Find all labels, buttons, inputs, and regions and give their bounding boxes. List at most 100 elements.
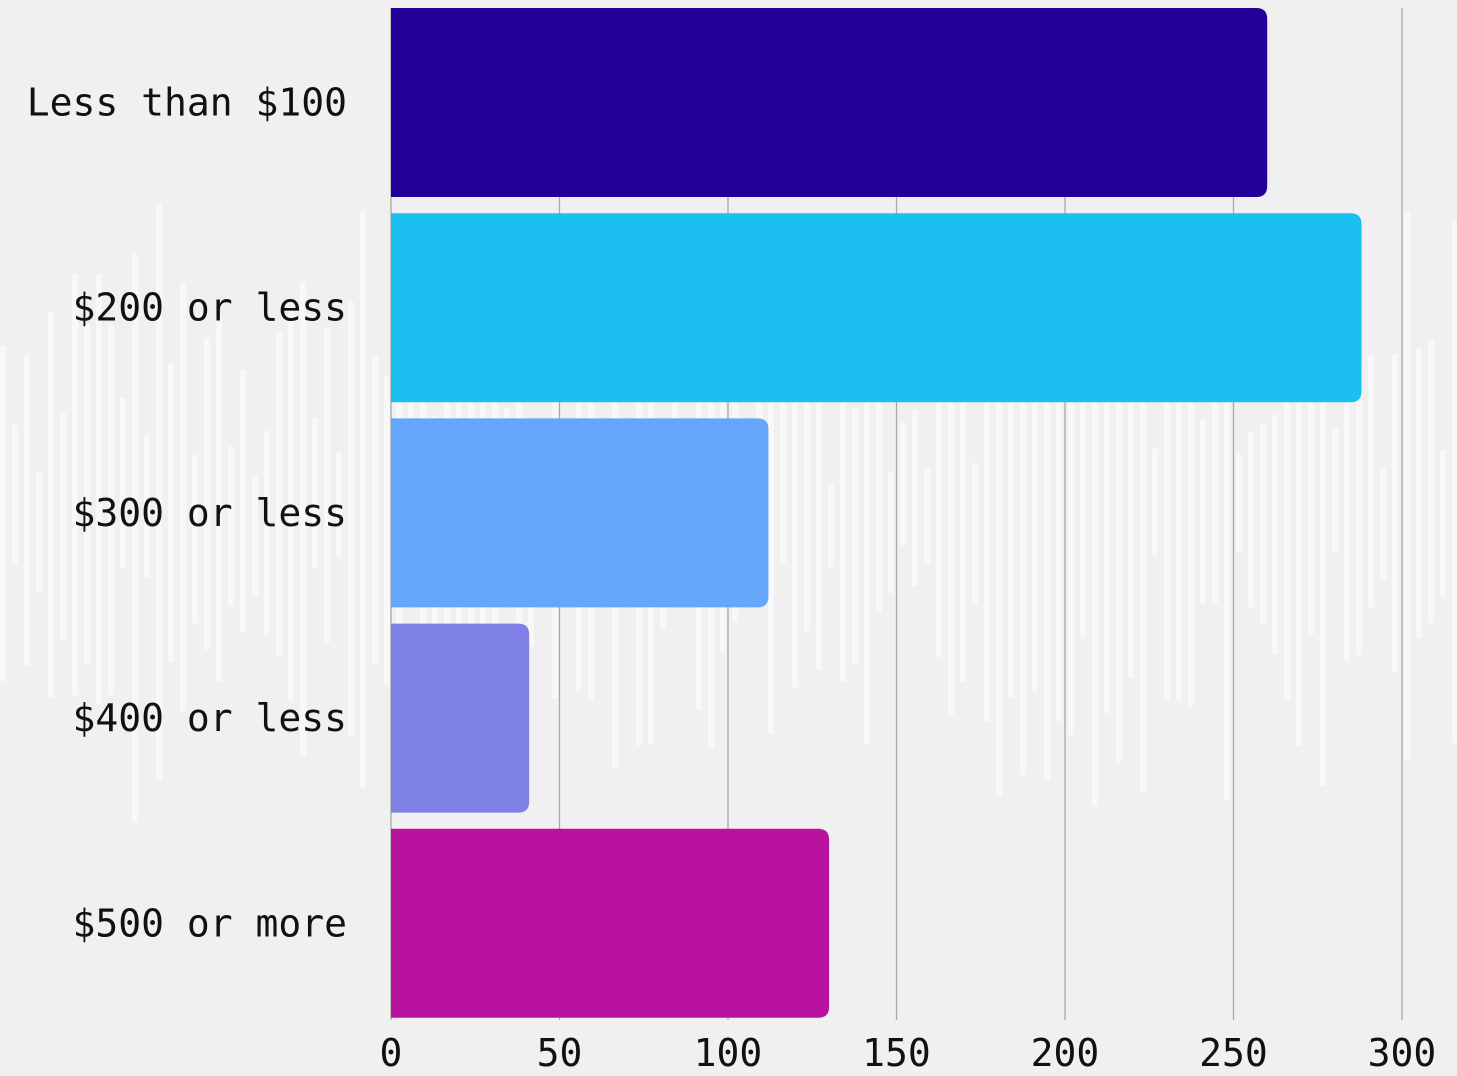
background-column <box>36 472 42 594</box>
background-column <box>804 341 810 632</box>
background-column <box>876 391 882 612</box>
background-column <box>144 435 150 579</box>
x-tick-label: 250 <box>1199 1031 1268 1075</box>
bar-3 <box>391 418 769 608</box>
background-column <box>1176 277 1182 701</box>
background-column <box>1452 220 1457 744</box>
background-column <box>192 454 198 624</box>
background-column <box>12 424 18 565</box>
background-column <box>1128 336 1134 678</box>
background-column <box>996 245 1002 797</box>
background-column <box>384 376 390 685</box>
background-column <box>1404 212 1410 761</box>
x-tick-label: 150 <box>862 1031 931 1075</box>
x-axis-tick-labels: 0 50 100 150 200 250 300 <box>380 1031 1437 1075</box>
chart-bars <box>391 8 1362 1018</box>
background-column <box>360 211 366 788</box>
background-column <box>984 297 990 723</box>
category-label: $300 or less <box>72 491 347 535</box>
background-column <box>1260 423 1266 625</box>
background-column <box>1416 348 1422 639</box>
background-column <box>156 202 162 780</box>
background-column <box>132 254 138 823</box>
background-column <box>1272 415 1278 654</box>
background-column <box>240 369 246 633</box>
background-column <box>1020 234 1026 776</box>
background-column <box>1320 241 1326 787</box>
background-column <box>1296 234 1302 747</box>
background-column <box>1008 378 1014 698</box>
background-column <box>1284 307 1290 700</box>
bar-2 <box>391 213 1362 403</box>
bar-4 <box>391 623 530 813</box>
background-column <box>1428 340 1434 624</box>
background-column <box>216 317 222 683</box>
background-column <box>1056 357 1062 722</box>
background-column <box>168 364 174 663</box>
x-tick-label: 200 <box>1031 1031 1100 1075</box>
background-column <box>120 397 126 569</box>
background-column <box>792 282 798 688</box>
background-column <box>1044 290 1050 780</box>
background-column <box>1344 328 1350 662</box>
category-label: $500 or more <box>72 901 347 945</box>
background-column <box>312 418 318 569</box>
background-column <box>300 281 306 757</box>
background-column <box>1368 355 1374 608</box>
background-column <box>780 397 786 563</box>
background-column <box>288 307 294 701</box>
background-column <box>1032 352 1038 692</box>
background-column <box>1332 427 1338 552</box>
background-column <box>228 446 234 607</box>
background-column <box>936 348 942 657</box>
background-column <box>84 324 90 664</box>
background-column <box>276 331 282 657</box>
background-column <box>1152 448 1158 556</box>
background-column <box>1248 431 1254 608</box>
background-column <box>1440 450 1446 597</box>
bar-5 <box>391 828 830 1018</box>
background-column <box>852 407 858 664</box>
background-column <box>924 468 930 564</box>
background-column <box>900 422 906 546</box>
background-column <box>1200 419 1206 604</box>
background-column <box>96 274 102 705</box>
background-column <box>1380 468 1386 581</box>
background-column <box>336 452 342 558</box>
background-column <box>1140 253 1146 793</box>
category-label: Less than $100 <box>27 81 347 125</box>
background-column <box>1236 454 1242 553</box>
background-column <box>72 273 78 696</box>
background-column <box>1308 375 1314 635</box>
category-label: $200 or less <box>72 286 347 330</box>
background-column <box>348 301 354 736</box>
background-column <box>24 355 30 666</box>
background-column <box>1068 324 1074 735</box>
background-column <box>948 353 954 715</box>
background-column <box>816 340 822 670</box>
background-column <box>204 338 210 650</box>
x-tick-label: 100 <box>694 1031 763 1075</box>
background-column <box>1164 378 1170 701</box>
background-column <box>864 291 870 745</box>
background-column <box>1212 359 1218 604</box>
background-column <box>1092 220 1098 807</box>
background-column <box>1080 330 1086 639</box>
background-column <box>324 328 330 643</box>
x-tick-label: 300 <box>1368 1031 1437 1075</box>
background-column <box>252 474 258 597</box>
bar-1 <box>391 8 1268 197</box>
background-column <box>1116 291 1122 763</box>
background-column <box>1392 354 1398 672</box>
background-column <box>60 412 66 641</box>
background-column <box>972 462 978 606</box>
background-column <box>840 366 846 682</box>
background-column <box>1188 274 1194 707</box>
x-tick-label: 50 <box>537 1031 583 1075</box>
background-column <box>1356 366 1362 656</box>
background-column <box>828 483 834 568</box>
background-column <box>372 355 378 664</box>
background-column <box>264 430 270 636</box>
background-column <box>1104 293 1110 714</box>
